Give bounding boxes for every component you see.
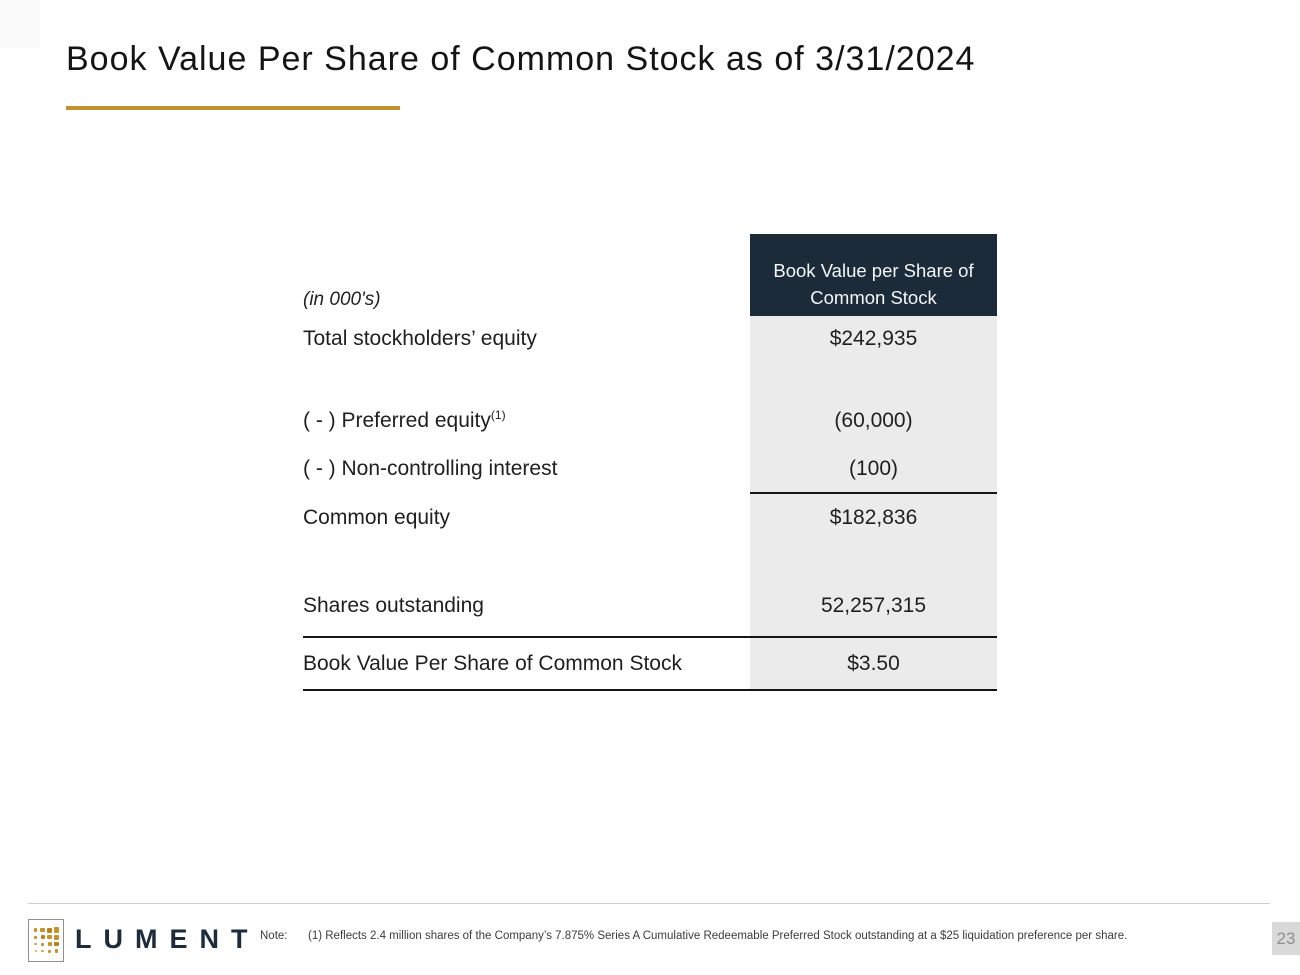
page-title: Book Value Per Share of Common Stock as … <box>66 40 976 78</box>
lument-wordmark: LUMENT <box>75 924 260 954</box>
footnote-text: (1) Reflects 2.4 million shares of the C… <box>308 930 1128 942</box>
page-number-badge: 23 <box>1272 922 1300 955</box>
row-label: Book Value Per Share of Common Stock <box>303 652 682 675</box>
row-label: Common equity <box>303 506 451 529</box>
subtotal-rule <box>750 492 997 494</box>
footnote-marker: (1) <box>490 408 506 422</box>
row-value: $3.50 <box>847 652 900 675</box>
table-row-preferred-equity: ( - ) Preferred equity(1) (60,000) <box>0 409 1300 439</box>
row-label: Total stockholders’ equity <box>303 327 537 350</box>
lument-logo-icon <box>28 919 64 962</box>
row-label-text: ( - ) Preferred equity <box>303 409 491 432</box>
row-label: ( - ) Non-controlling interest <box>303 457 558 480</box>
table-row-total-stockholders-equity: Total stockholders’ equity $242,935 <box>0 327 1300 357</box>
value-column-background <box>750 316 997 690</box>
table-row-shares-outstanding: Shares outstanding 52,257,315 <box>0 594 1300 624</box>
row-label: ( - ) Preferred equity(1) <box>303 409 506 433</box>
units-label: (in 000's) <box>303 289 381 310</box>
total-rule-bottom <box>303 689 997 691</box>
total-rule-top <box>303 636 997 638</box>
row-value: $242,935 <box>829 327 918 350</box>
row-value: $182,836 <box>829 506 918 529</box>
table-row-non-controlling-interest: ( - ) Non-controlling interest (100) <box>0 457 1300 487</box>
corner-accent <box>0 0 40 48</box>
note-label: Note: <box>260 930 288 942</box>
footer-divider <box>28 903 1270 904</box>
row-value: (100) <box>848 457 899 480</box>
dots-grid-icon <box>32 927 60 955</box>
table-column-header: Book Value per Share of Common Stock <box>750 234 997 316</box>
table-row-common-equity: Common equity $182,836 <box>0 506 1300 536</box>
row-label: Shares outstanding <box>303 594 484 617</box>
title-underline <box>66 106 400 110</box>
row-value: 52,257,315 <box>820 594 927 617</box>
row-value: (60,000) <box>834 409 913 432</box>
table-row-book-value-per-share: Book Value Per Share of Common Stock $3.… <box>0 652 1300 682</box>
